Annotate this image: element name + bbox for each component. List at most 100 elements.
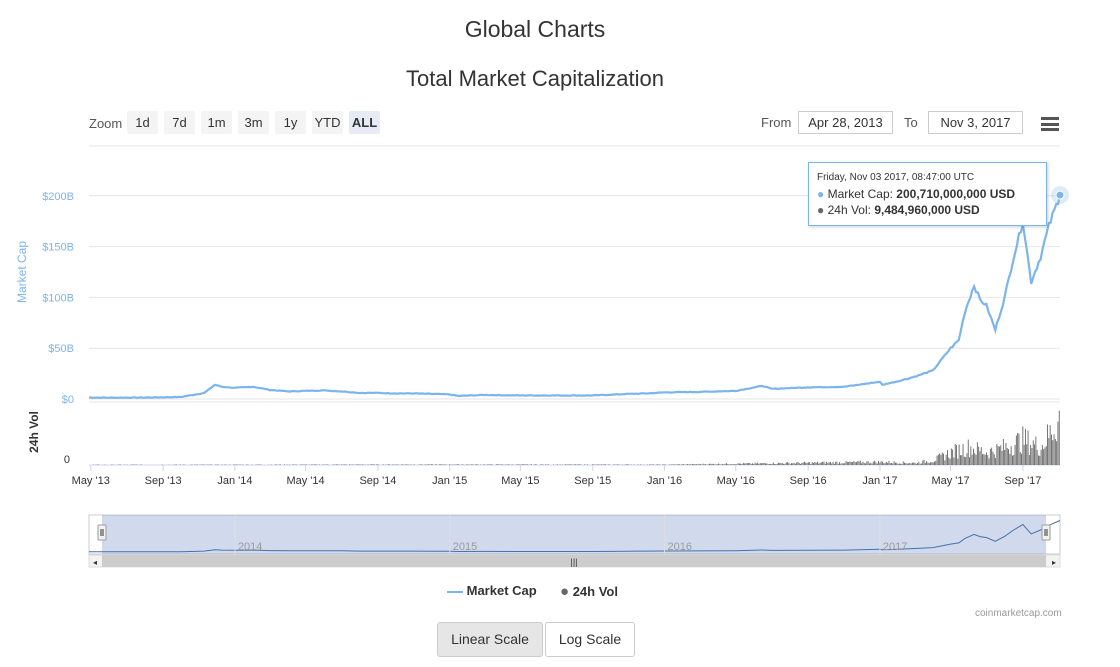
volume-bar <box>395 464 397 465</box>
volume-bar <box>584 464 586 465</box>
volume-bar <box>694 464 696 465</box>
zoom-1y-button[interactable]: 1y <box>275 111 306 134</box>
volume-bar <box>826 461 827 465</box>
tooltip-market-cap-label: Market Cap: <box>827 187 897 201</box>
volume-bar <box>376 464 378 465</box>
volume-bar <box>430 464 432 465</box>
zoom-7d-button[interactable]: 7d <box>164 111 195 134</box>
volume-bar <box>944 460 946 465</box>
volume-bar <box>993 454 995 465</box>
axes <box>89 464 1060 471</box>
zoom-3m-button[interactable]: 3m <box>238 111 269 134</box>
scroll-right-arrow-icon[interactable]: ▸ <box>1052 558 1056 567</box>
x-tick-label: Sep '15 <box>574 475 611 487</box>
volume-bar <box>893 461 895 465</box>
volume-bar <box>338 464 340 465</box>
volume-bar <box>627 464 629 465</box>
volume-bar <box>1012 455 1013 465</box>
volume-bar <box>922 460 924 465</box>
volume-bar <box>950 448 952 465</box>
volume-bar <box>362 464 363 465</box>
zoom-1m-button[interactable]: 1m <box>201 111 232 134</box>
volume-bar <box>954 443 956 465</box>
volume-bar <box>700 464 701 465</box>
volume-bar <box>754 462 756 465</box>
volume-bar <box>467 464 469 465</box>
volume-bar <box>824 463 826 465</box>
volume-bar <box>711 463 713 465</box>
volume-bar <box>930 462 931 465</box>
volume-bar <box>716 464 718 465</box>
volume-bar <box>579 464 580 465</box>
scroll-left-arrow-icon[interactable]: ◂ <box>93 558 97 567</box>
volume-bar <box>598 464 600 465</box>
x-tick-label: Sep '13 <box>145 475 182 487</box>
volume-bar <box>677 464 679 465</box>
credits-link[interactable]: coinmarketcap.com <box>975 608 1062 619</box>
volume-bar <box>770 463 772 465</box>
volume-bar <box>856 462 857 465</box>
volume-bar <box>497 464 499 465</box>
volume-bar <box>580 464 582 465</box>
volume-bar <box>480 464 482 465</box>
volume-bar <box>302 464 304 465</box>
volume-bar <box>525 464 527 465</box>
volume-bar <box>692 463 694 465</box>
volume-bar <box>783 463 785 465</box>
to-date-input[interactable]: Nov 3, 2017 <box>928 111 1023 134</box>
volume-bar <box>772 462 774 465</box>
scrollbar-thumb[interactable] <box>102 555 1046 567</box>
volume-bar <box>1005 443 1007 465</box>
volume-bar <box>906 463 908 465</box>
volume-bar <box>462 464 463 465</box>
volume-bar <box>999 446 1000 465</box>
volume-bar <box>789 464 791 465</box>
volume-bar <box>784 463 786 465</box>
tooltip: Friday, Nov 03 2017, 08:47:00 UTC ● Mark… <box>808 162 1047 226</box>
log-scale-button[interactable]: Log Scale <box>545 622 635 657</box>
volume-bar <box>889 463 891 465</box>
volume-bar <box>597 464 599 465</box>
zoom-all-button[interactable]: ALL <box>349 111 380 134</box>
volume-bar <box>489 464 491 465</box>
volume-bar <box>471 464 473 465</box>
x-tick-label: May '17 <box>931 475 969 487</box>
volume-bar <box>974 453 976 465</box>
volume-axis-title: 24h Vol <box>27 411 41 453</box>
volume-bar <box>753 464 755 465</box>
volume-bar <box>672 464 674 465</box>
volume-bar <box>306 464 307 465</box>
volume-bar <box>286 464 288 465</box>
market-cap-dot-icon: ● <box>817 187 825 201</box>
zoom-1d-button[interactable]: 1d <box>127 111 158 134</box>
volume-bar <box>1009 453 1011 465</box>
volume-bar <box>507 464 509 465</box>
linear-scale-button[interactable]: Linear Scale <box>437 622 543 657</box>
x-tick-label: May '14 <box>286 475 324 487</box>
navigator-right-handle[interactable] <box>1041 524 1051 541</box>
volume-bar <box>633 464 635 465</box>
volume-bar <box>715 464 717 465</box>
menu-icon[interactable] <box>1041 117 1059 131</box>
x-tick-label: May '13 <box>72 475 110 487</box>
x-tick-label: Jan '15 <box>432 475 467 487</box>
volume-bar <box>688 464 690 465</box>
volume-bar <box>319 464 320 465</box>
volume-bar <box>570 464 571 465</box>
volume-bar <box>1044 447 1046 465</box>
navigator-left-handle[interactable] <box>97 524 107 541</box>
legend-market-cap[interactable]: Market Cap <box>447 583 537 598</box>
from-date-input[interactable]: Apr 28, 2013 <box>798 111 893 134</box>
volume-bar <box>830 461 831 465</box>
legend-24h-vol[interactable]: ● 24h Vol <box>560 583 618 600</box>
y-tick-label: $100B <box>42 292 74 304</box>
volume-bar <box>739 463 740 465</box>
volume-bar <box>949 458 951 465</box>
volume-bar <box>822 461 824 465</box>
zoom-ytd-button[interactable]: YTD <box>312 111 343 134</box>
volume-bar <box>896 462 898 465</box>
volume-bar <box>562 464 564 465</box>
volume-bar <box>1038 455 1039 465</box>
volume-bar <box>908 463 909 465</box>
to-label: To <box>904 115 918 130</box>
